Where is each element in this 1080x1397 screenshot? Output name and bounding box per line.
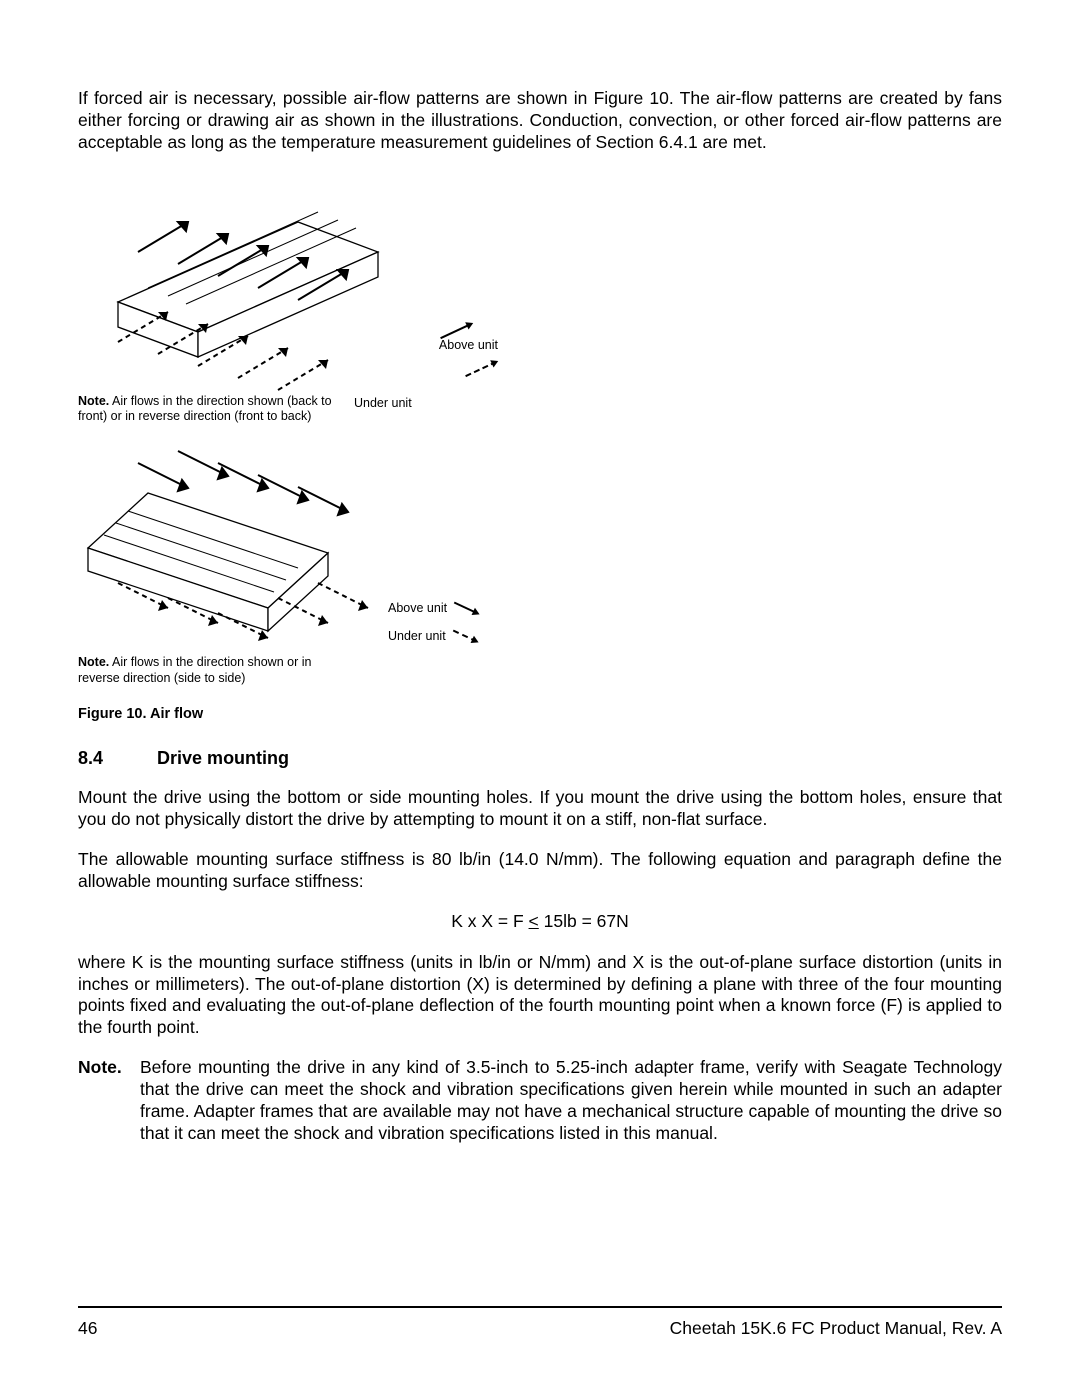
footer-rule	[78, 1306, 1002, 1308]
legend-above-label-2: Above unit	[388, 601, 447, 615]
figure-note-1: Note. Air flows in the direction shown (…	[78, 394, 338, 425]
drive-isometric-bottom	[78, 433, 418, 653]
section-title: Drive mounting	[157, 748, 289, 769]
airflow-diagram-bottom: Above unit Under unit	[78, 433, 498, 653]
section-number: 8.4	[78, 748, 103, 769]
para-mount: Mount the drive using the bottom or side…	[78, 787, 1002, 831]
solid-arrow-icon	[440, 323, 472, 339]
note-block: Note. Before mounting the drive in any k…	[78, 1057, 1002, 1145]
legend-above-2: Above unit	[388, 601, 479, 615]
doc-title: Cheetah 15K.6 FC Product Manual, Rev. A	[670, 1318, 1002, 1339]
figure-caption: Figure 10. Air flow	[78, 706, 1002, 722]
legend-under-1	[464, 368, 498, 370]
figure-note-1-row: Note. Air flows in the direction shown (…	[78, 394, 1002, 425]
note-label-main: Note.	[78, 1057, 130, 1145]
para-where: where K is the mounting surface stiffnes…	[78, 952, 1002, 1040]
note-2-text: Air flows in the direction shown or in r…	[78, 655, 311, 685]
page: If forced air is necessary, possible air…	[0, 0, 1080, 1397]
note-label-2: Note.	[78, 655, 109, 669]
legend-above-label: Above unit	[439, 338, 498, 352]
page-number: 46	[78, 1318, 97, 1339]
page-footer: 46 Cheetah 15K.6 FC Product Manual, Rev.…	[78, 1306, 1002, 1339]
dashed-arrow-icon	[452, 629, 476, 642]
note-label: Note.	[78, 394, 109, 408]
legend-under-2: Under unit	[388, 629, 478, 643]
airflow-diagram-top: Above unit	[78, 182, 498, 392]
le-symbol: <	[529, 911, 539, 931]
legend-above-1: Above unit	[439, 330, 498, 352]
para-stiffness: The allowable mounting surface stiffness…	[78, 849, 1002, 893]
legend-under-label-2: Under unit	[388, 629, 446, 643]
equation: K x X = F < 15lb = 67N	[78, 911, 1002, 932]
legend-under-label-1: Under unit	[354, 396, 412, 412]
figure-note-2: Note. Air flows in the direction shown o…	[78, 655, 338, 686]
section-heading: 8.4 Drive mounting	[78, 748, 1002, 769]
drive-isometric-top	[78, 182, 418, 392]
solid-arrow-icon	[454, 601, 478, 614]
figure-10: Above unit Note. Air flows in the direct…	[78, 182, 1002, 723]
note-body: Before mounting the drive in any kind of…	[140, 1057, 1002, 1145]
note-1-text: Air flows in the direction shown (back t…	[78, 394, 332, 424]
intro-paragraph: If forced air is necessary, possible air…	[78, 88, 1002, 154]
dashed-arrow-icon	[465, 361, 497, 377]
